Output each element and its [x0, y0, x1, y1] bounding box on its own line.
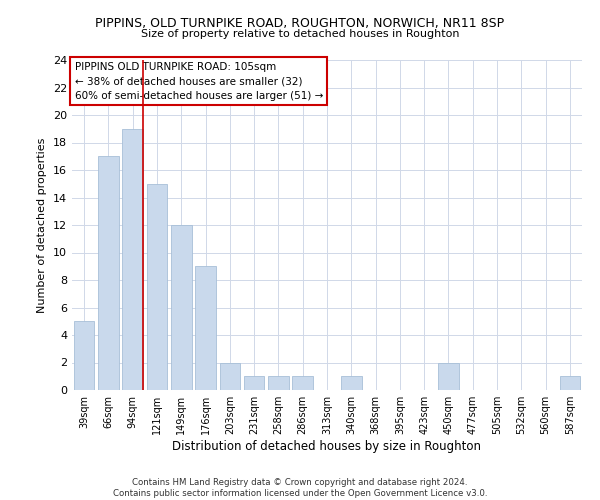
Bar	[220, 362, 240, 390]
Text: PIPPINS, OLD TURNPIKE ROAD, ROUGHTON, NORWICH, NR11 8SP: PIPPINS, OLD TURNPIKE ROAD, ROUGHTON, NO…	[95, 18, 505, 30]
Bar	[560, 376, 580, 390]
Bar	[195, 266, 216, 390]
Y-axis label: Number of detached properties: Number of detached properties	[37, 138, 47, 312]
X-axis label: Distribution of detached houses by size in Roughton: Distribution of detached houses by size …	[173, 440, 482, 453]
Bar	[74, 322, 94, 390]
Bar	[292, 376, 313, 390]
Bar	[171, 225, 191, 390]
Bar	[268, 376, 289, 390]
Text: Contains HM Land Registry data © Crown copyright and database right 2024.
Contai: Contains HM Land Registry data © Crown c…	[113, 478, 487, 498]
Bar	[122, 128, 143, 390]
Bar	[438, 362, 459, 390]
Bar	[341, 376, 362, 390]
Bar	[98, 156, 119, 390]
Bar	[146, 184, 167, 390]
Text: Size of property relative to detached houses in Roughton: Size of property relative to detached ho…	[141, 29, 459, 39]
Bar	[244, 376, 265, 390]
Text: PIPPINS OLD TURNPIKE ROAD: 105sqm
← 38% of detached houses are smaller (32)
60% : PIPPINS OLD TURNPIKE ROAD: 105sqm ← 38% …	[74, 62, 323, 101]
